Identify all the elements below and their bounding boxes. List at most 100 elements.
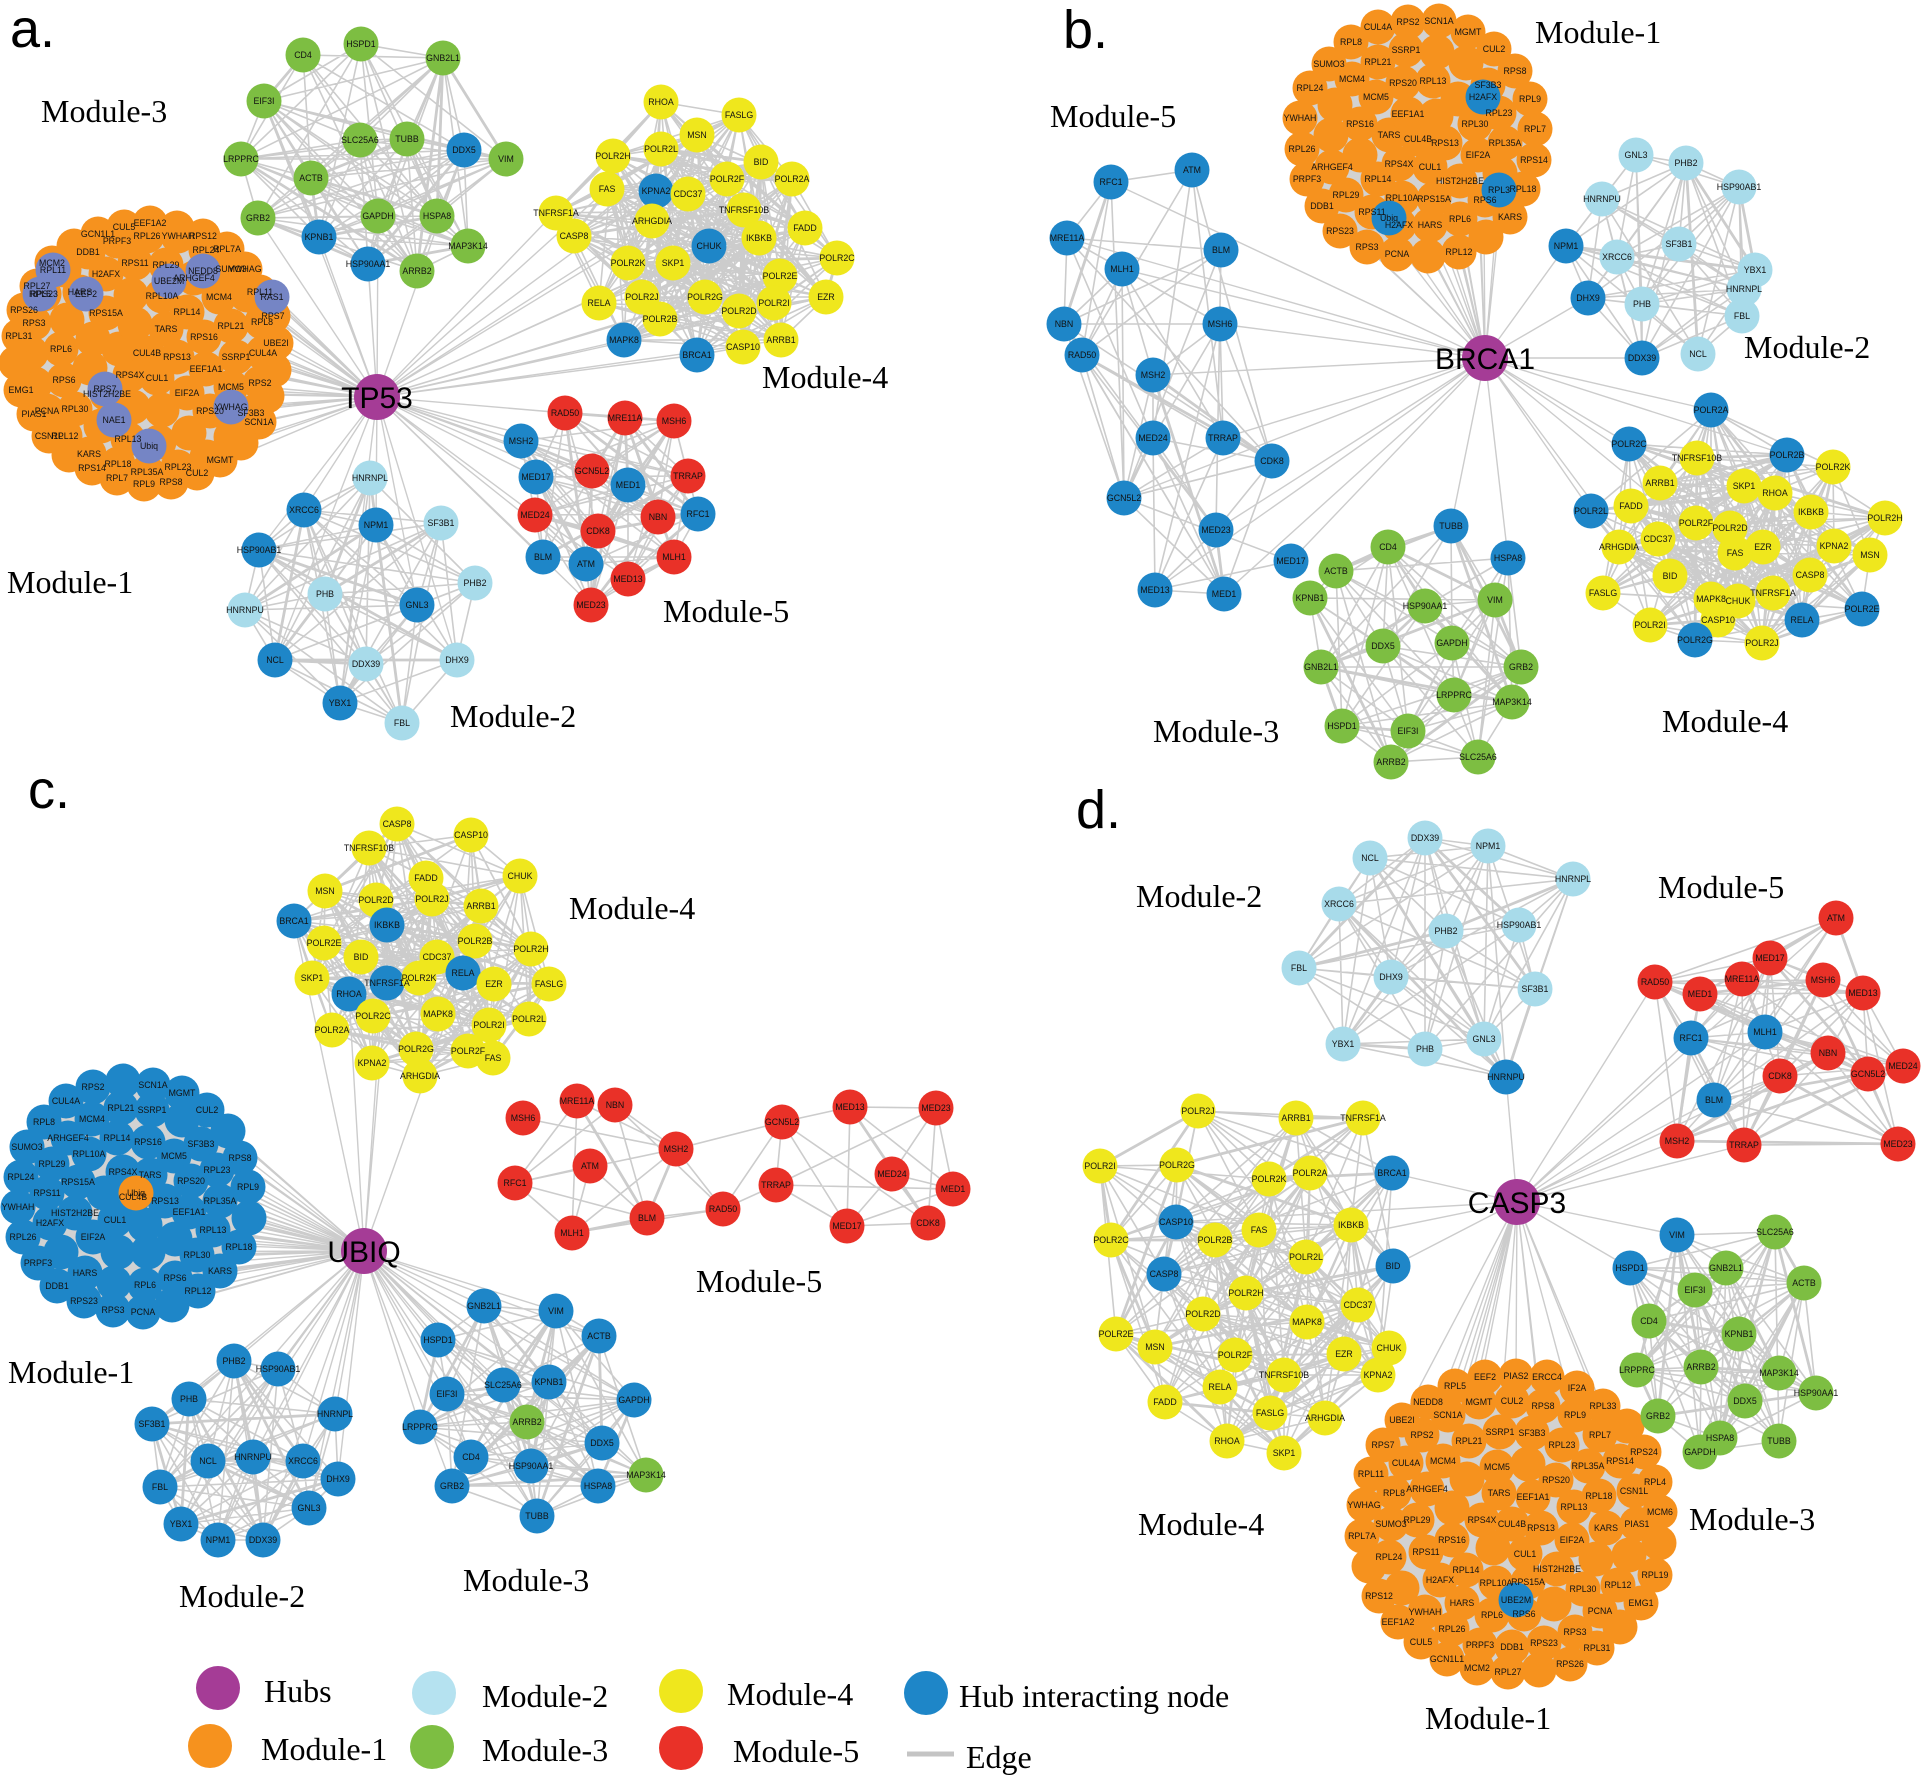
svg-text:RPL30: RPL30: [62, 404, 89, 414]
svg-text:PHB: PHB: [1633, 299, 1651, 309]
svg-text:SUMO3: SUMO3: [1313, 59, 1344, 69]
svg-text:RFC1: RFC1: [1680, 1033, 1703, 1043]
svg-text:EEF1A2: EEF1A2: [1382, 1617, 1415, 1627]
svg-text:MGMT: MGMT: [1466, 1397, 1493, 1407]
svg-text:TNFRSF1A: TNFRSF1A: [364, 978, 410, 988]
svg-text:SSRP1: SSRP1: [222, 352, 251, 362]
svg-text:POLR2H: POLR2H: [513, 944, 548, 954]
svg-text:RPS23: RPS23: [1326, 226, 1354, 236]
svg-text:GNB2L1: GNB2L1: [467, 1301, 501, 1311]
svg-text:HARS: HARS: [73, 1268, 98, 1278]
svg-text:RPL24: RPL24: [193, 245, 220, 255]
svg-text:MED13: MED13: [613, 574, 642, 584]
svg-text:RPL12: RPL12: [1605, 1580, 1632, 1590]
svg-text:POLR2H: POLR2H: [1867, 513, 1902, 523]
svg-text:HSPD1: HSPD1: [346, 39, 375, 49]
svg-text:FASLG: FASLG: [1256, 1408, 1285, 1418]
svg-text:RPS23: RPS23: [70, 1296, 98, 1306]
svg-text:HSP90AA1: HSP90AA1: [346, 259, 391, 269]
svg-text:HNRNPL: HNRNPL: [1726, 284, 1762, 294]
svg-text:CUL5: CUL5: [113, 222, 136, 232]
svg-text:MED13: MED13: [835, 1102, 864, 1112]
svg-text:TNFRSF10B: TNFRSF10B: [344, 843, 394, 853]
svg-text:FAS: FAS: [1251, 1225, 1268, 1235]
svg-text:POLR2F: POLR2F: [710, 174, 745, 184]
svg-text:Module-1: Module-1: [261, 1731, 387, 1767]
svg-text:Module-5: Module-5: [1050, 98, 1176, 134]
svg-text:RPS11: RPS11: [1412, 1547, 1439, 1557]
svg-text:Module-4: Module-4: [1138, 1506, 1264, 1542]
svg-text:HARS: HARS: [68, 287, 93, 297]
svg-text:CHUK: CHUK: [697, 241, 722, 251]
svg-text:MED17: MED17: [521, 472, 550, 482]
svg-text:POLR2D: POLR2D: [721, 306, 756, 316]
svg-text:HNRNPU: HNRNPU: [1487, 1072, 1525, 1082]
svg-text:CD4: CD4: [294, 50, 312, 60]
svg-text:SCN1A: SCN1A: [1433, 1410, 1462, 1420]
svg-text:NAE1: NAE1: [103, 415, 126, 425]
svg-text:MAP3K14: MAP3K14: [626, 1470, 666, 1480]
svg-text:NCL: NCL: [1689, 349, 1707, 359]
svg-text:POLR2D: POLR2D: [358, 895, 393, 905]
svg-text:RPS11: RPS11: [1358, 207, 1385, 217]
svg-text:RPL24: RPL24: [1376, 1552, 1403, 1562]
svg-text:MED23: MED23: [1883, 1139, 1912, 1149]
svg-text:BLM: BLM: [1212, 245, 1230, 255]
svg-text:RPS4X: RPS4X: [109, 1167, 138, 1177]
svg-text:CDC37: CDC37: [1344, 1300, 1373, 1310]
svg-text:CUL2: CUL2: [1501, 1396, 1524, 1406]
svg-text:IKBKB: IKBKB: [1338, 1220, 1364, 1230]
svg-text:EEF1A1: EEF1A1: [1517, 1492, 1550, 1502]
svg-text:H2AFX: H2AFX: [36, 1218, 64, 1228]
svg-text:RPS3: RPS3: [102, 1305, 125, 1315]
svg-text:EMG1: EMG1: [9, 385, 34, 395]
svg-text:RPL14: RPL14: [174, 307, 201, 317]
svg-text:RPL29: RPL29: [1333, 190, 1360, 200]
svg-text:CHUK: CHUK: [508, 871, 533, 881]
svg-text:SF3B1: SF3B1: [139, 1419, 166, 1429]
svg-text:POLR2K: POLR2K: [1816, 462, 1851, 472]
svg-text:POLR2B: POLR2B: [1198, 1235, 1233, 1245]
svg-text:RPS8: RPS8: [160, 477, 183, 487]
svg-text:RPL6: RPL6: [50, 344, 72, 354]
svg-text:GRB2: GRB2: [440, 1481, 464, 1491]
svg-text:PRPF3: PRPF3: [103, 236, 131, 246]
svg-text:KPNB1: KPNB1: [535, 1377, 564, 1387]
svg-text:RPS23: RPS23: [30, 289, 58, 299]
svg-text:RPS3: RPS3: [1564, 1627, 1587, 1637]
svg-text:RAD50: RAD50: [1068, 350, 1096, 360]
svg-text:Module-5: Module-5: [696, 1263, 822, 1299]
svg-text:ACTB: ACTB: [587, 1331, 611, 1341]
svg-text:CASP10: CASP10: [726, 342, 760, 352]
svg-text:CD4: CD4: [1640, 1316, 1658, 1326]
svg-text:HSP90AB1: HSP90AB1: [256, 1364, 301, 1374]
svg-text:XRCC6: XRCC6: [288, 1456, 318, 1466]
svg-text:TNFRSF10B: TNFRSF10B: [719, 205, 769, 215]
svg-text:DHX9: DHX9: [445, 655, 469, 665]
svg-text:RPL7: RPL7: [106, 473, 128, 483]
svg-text:MCM2: MCM2: [39, 258, 65, 268]
svg-text:H2AFX: H2AFX: [1469, 92, 1497, 102]
svg-text:RFC1: RFC1: [687, 509, 710, 519]
svg-text:EIF3I: EIF3I: [1397, 726, 1418, 736]
svg-text:YWHAG: YWHAG: [214, 402, 247, 412]
svg-text:RPL11: RPL11: [40, 265, 66, 275]
svg-text:DDX5: DDX5: [590, 1438, 614, 1448]
svg-text:EZR: EZR: [1335, 1349, 1353, 1359]
svg-text:CDC37: CDC37: [423, 952, 452, 962]
svg-text:POLR2L: POLR2L: [512, 1014, 546, 1024]
svg-text:FASLG: FASLG: [725, 110, 754, 120]
svg-text:GCN5L2: GCN5L2: [1851, 1069, 1885, 1079]
svg-text:YBX1: YBX1: [1332, 1039, 1355, 1049]
svg-text:POLR2A: POLR2A: [1293, 1168, 1328, 1178]
svg-text:MED17: MED17: [832, 1221, 861, 1231]
svg-text:RPL14: RPL14: [1365, 174, 1392, 184]
svg-text:RPL30: RPL30: [184, 1250, 211, 1260]
svg-text:FAS: FAS: [1727, 548, 1744, 558]
svg-text:BID: BID: [354, 952, 369, 962]
svg-text:RPL19: RPL19: [1642, 1570, 1669, 1580]
svg-text:RPS16: RPS16: [134, 1137, 162, 1147]
svg-text:RPS13: RPS13: [151, 1196, 179, 1206]
svg-text:IKBKB: IKBKB: [746, 233, 772, 243]
svg-text:RPS14: RPS14: [1520, 155, 1548, 165]
